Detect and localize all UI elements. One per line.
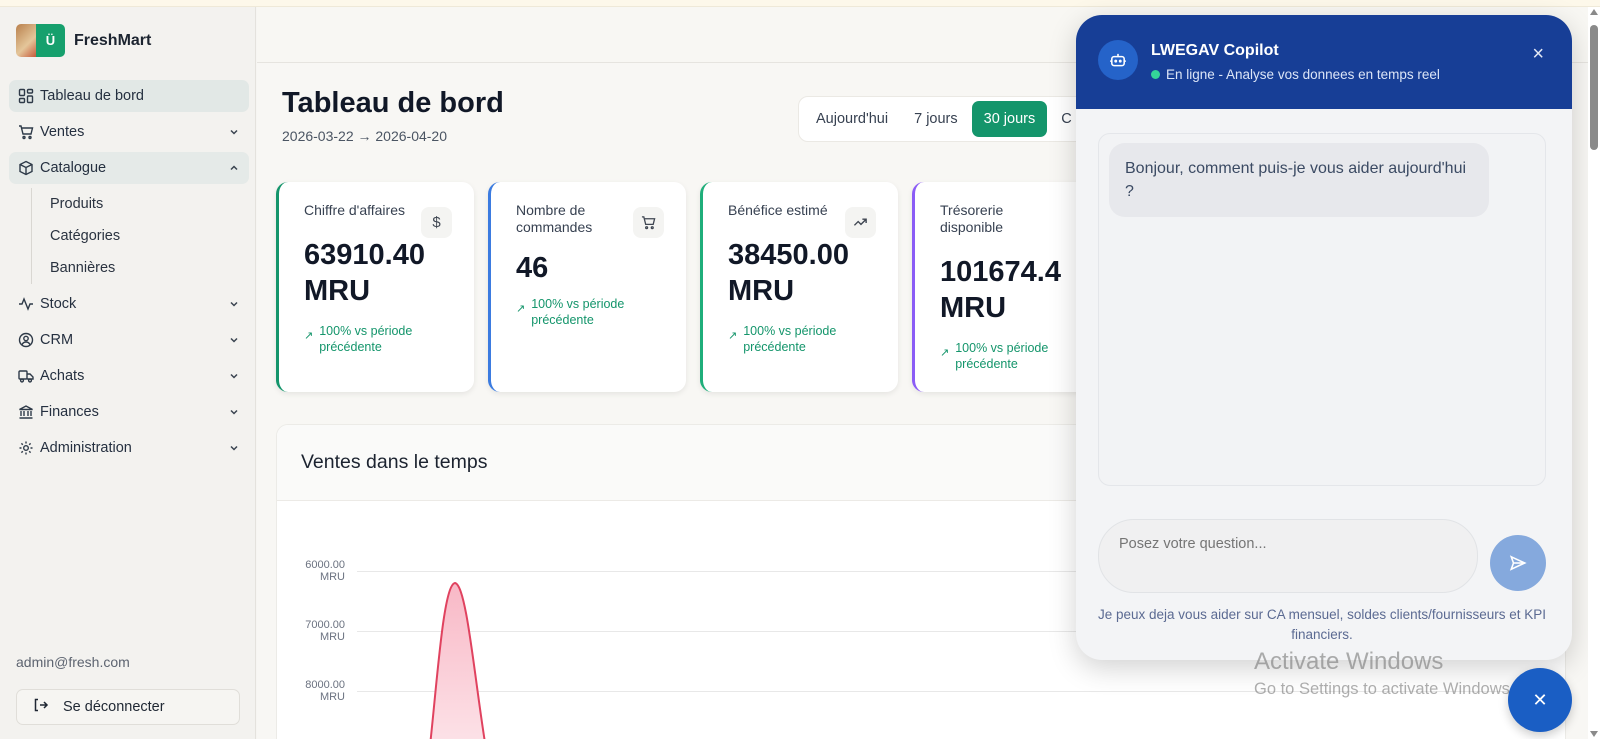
chat-messages: Bonjour, comment puis-je vous aider aujo… <box>1098 133 1546 486</box>
truck-icon <box>17 368 34 385</box>
sidebar-item-administration[interactable]: Administration <box>9 432 249 464</box>
chevron-down-icon <box>227 405 241 419</box>
copilot-toggle-button[interactable]: ✕ <box>1508 668 1572 732</box>
dollar-icon: $ <box>421 207 452 238</box>
copilot-panel: LWEGAV Copilot En ligne - Analyse vos do… <box>1076 15 1572 660</box>
copilot-name: LWEGAV Copilot <box>1151 42 1279 59</box>
gridline <box>357 631 1565 632</box>
brand-logo: Ü <box>16 24 65 57</box>
kpi-card-revenue: Chiffre d'affaires $ 63910.40 MRU ↗ 100% v… <box>276 182 474 392</box>
activity-icon <box>17 296 34 313</box>
cart-icon <box>633 207 664 238</box>
assistant-message: Bonjour, comment puis-je vous aider aujo… <box>1109 143 1489 217</box>
period-today[interactable]: Aujourd'hui <box>816 111 889 127</box>
chat-input[interactable] <box>1098 519 1478 593</box>
sales-area-series <box>429 581 486 739</box>
scroll-up-arrow[interactable] <box>1590 9 1598 15</box>
dashboard-icon <box>17 88 34 105</box>
online-dot-icon <box>1151 70 1160 79</box>
copilot-header: LWEGAV Copilot En ligne - Analyse vos do… <box>1076 15 1572 109</box>
sidebar-item-achats[interactable]: Achats <box>9 360 249 392</box>
copilot-hint: Je peux deja vous aider sur CA mensuel, … <box>1098 607 1546 642</box>
brand[interactable]: Ü FreshMart <box>16 24 151 57</box>
sidebar-item-tableau-de-bord[interactable]: Tableau de bord <box>9 80 249 112</box>
period-7-days[interactable]: 7 jours <box>914 111 958 127</box>
sidebar-subitem-produits[interactable]: Produits <box>50 196 104 212</box>
chevron-down-icon <box>227 125 241 139</box>
sidebar-item-finances[interactable]: Finances <box>9 396 249 428</box>
browser-top-strip <box>0 0 1600 7</box>
box-icon <box>17 160 34 177</box>
y-tick: 7000.00 MRU <box>305 619 345 643</box>
close-icon[interactable]: × <box>1532 43 1544 65</box>
gridline <box>357 691 1565 692</box>
logout-icon <box>33 697 49 717</box>
scroll-thumb[interactable] <box>1590 25 1598 150</box>
y-tick: 6000.00 MRU <box>305 559 345 583</box>
sidebar-item-crm[interactable]: CRM <box>9 324 249 356</box>
period-30-days[interactable]: 30 jours <box>971 101 1048 137</box>
period-custom[interactable]: C <box>1061 111 1072 127</box>
kpi-trend: ↗ 100% vs période précédente <box>516 297 625 327</box>
sidebar-subitem-categories[interactable]: Catégories <box>50 228 121 244</box>
user-circle-icon <box>17 332 34 349</box>
kpi-trend: ↗ 100% vs période précédente <box>940 341 1049 371</box>
brand-name: FreshMart <box>74 31 152 49</box>
bank-icon <box>17 404 34 421</box>
gear-icon <box>17 440 34 457</box>
chevron-down-icon <box>227 441 241 455</box>
user-email: admin@fresh.com <box>16 654 130 670</box>
sidebar-subitem-bannieres[interactable]: Bannières <box>50 260 116 276</box>
send-icon <box>1509 555 1527 571</box>
chevron-down-icon <box>227 369 241 383</box>
catalogue-subnav: Produits Catégories Bannières <box>31 188 249 284</box>
date-range: 2026-03-22 → 2026-04-20 <box>282 128 448 144</box>
copilot-status: En ligne - Analyse vos donnees en temps … <box>1151 67 1440 82</box>
page-scrollbar[interactable] <box>1588 7 1600 739</box>
chevron-down-icon <box>227 333 241 347</box>
arrow-up-right-icon: ↗ <box>940 347 950 359</box>
chevron-down-icon <box>227 297 241 311</box>
scroll-down-arrow[interactable] <box>1590 731 1598 737</box>
gridline <box>357 571 1565 572</box>
arrow-up-right-icon: ↗ <box>728 330 738 342</box>
trending-up-icon <box>845 207 876 238</box>
robot-icon <box>1098 40 1138 80</box>
cart-icon <box>17 124 34 141</box>
sidebar-item-stock[interactable]: Stock <box>9 288 249 320</box>
sidebar-item-ventes[interactable]: Ventes <box>9 116 249 148</box>
sidebar: Ü FreshMart Tableau de bord Ventes Catal… <box>0 7 256 739</box>
send-button[interactable] <box>1490 535 1546 591</box>
kpi-card-orders: Nombre de commandes 46 ↗ 100% vs période … <box>488 182 686 392</box>
close-icon: ✕ <box>1532 689 1548 710</box>
kpi-trend: ↗ 100% vs période précédente <box>728 324 837 354</box>
sidebar-nav: Tableau de bord Ventes Catalogue Produit… <box>9 80 249 468</box>
sidebar-item-catalogue[interactable]: Catalogue <box>9 152 249 184</box>
page-title: Tableau de bord <box>282 87 504 119</box>
kpi-trend: ↗ 100% vs période précédente <box>304 324 413 354</box>
arrow-up-right-icon: ↗ <box>304 330 314 342</box>
chevron-up-icon <box>227 161 241 175</box>
arrow-up-right-icon: ↗ <box>516 303 526 315</box>
kpi-card-profit: Bénéfice estimé 38450.00 MRU ↗ 100% vs pér… <box>700 182 898 392</box>
period-selector: Aujourd'hui 7 jours 30 jours C <box>798 96 1090 142</box>
y-tick: 8000.00 MRU <box>305 679 345 703</box>
logout-button[interactable]: Se déconnecter <box>16 689 240 725</box>
